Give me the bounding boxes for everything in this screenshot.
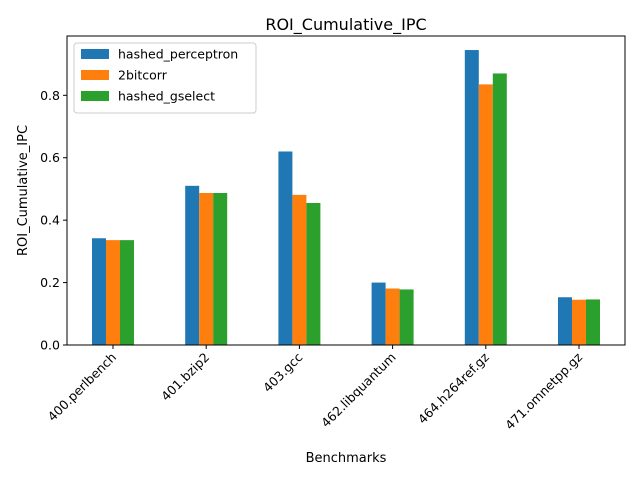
bar-2bitcorr-464.h264ref.gz [478, 84, 493, 345]
y-tick-label: 0.2 [40, 275, 60, 290]
legend-label: hashed_gselect [118, 89, 215, 104]
y-tick-label: 0.4 [40, 213, 60, 228]
bar-hashed_perceptron-471.omnetpp.gz [558, 297, 572, 345]
legend-swatch [81, 91, 109, 101]
legend-swatch [81, 70, 109, 80]
bar-hashed_gselect-400.perlbench [120, 240, 134, 345]
legend-swatch [81, 49, 109, 59]
legend-box [73, 42, 257, 114]
y-tick-label: 0.0 [40, 338, 60, 353]
legend-label: hashed_perceptron [118, 47, 238, 62]
bar-hashed_perceptron-401.bzip2 [185, 185, 200, 345]
bars [92, 50, 600, 346]
y-tick-label: 0.6 [40, 150, 60, 165]
y-axis: 0.0 0.2 0.4 0.6 0.8 [40, 88, 67, 353]
bar-hashed_perceptron-400.perlbench [92, 238, 106, 345]
bar-2bitcorr-462.libquantum [385, 288, 400, 345]
bar-hashed_perceptron-403.gcc [278, 151, 293, 345]
y-tick-label: 0.8 [40, 88, 60, 103]
plot-frame [66, 35, 626, 346]
bar-hashed_gselect-464.h264ref.gz [492, 73, 507, 346]
bar-hashed_gselect-401.bzip2 [213, 192, 228, 345]
bar-2bitcorr-471.omnetpp.gz [572, 299, 586, 345]
x-axis-label: Benchmarks [306, 451, 387, 466]
bar-hashed_gselect-462.libquantum [399, 289, 414, 345]
legend-label: 2bitcorr [118, 68, 168, 83]
bar-hashed_perceptron-462.libquantum [371, 282, 386, 345]
y-axis-label: ROI_Cumulative_IPC [16, 125, 31, 256]
chart-title: ROI_Cumulative_IPC [265, 15, 426, 35]
bar-2bitcorr-400.perlbench [106, 240, 120, 345]
bar-2bitcorr-401.bzip2 [199, 192, 214, 345]
bar-hashed_perceptron-464.h264ref.gz [464, 50, 479, 345]
bar-2bitcorr-403.gcc [292, 194, 307, 345]
legend: hashed_perceptron 2bitcorr hashed_gselect [73, 42, 257, 114]
bar-hashed_gselect-471.omnetpp.gz [586, 299, 600, 345]
bar-hashed_gselect-403.gcc [306, 202, 321, 345]
